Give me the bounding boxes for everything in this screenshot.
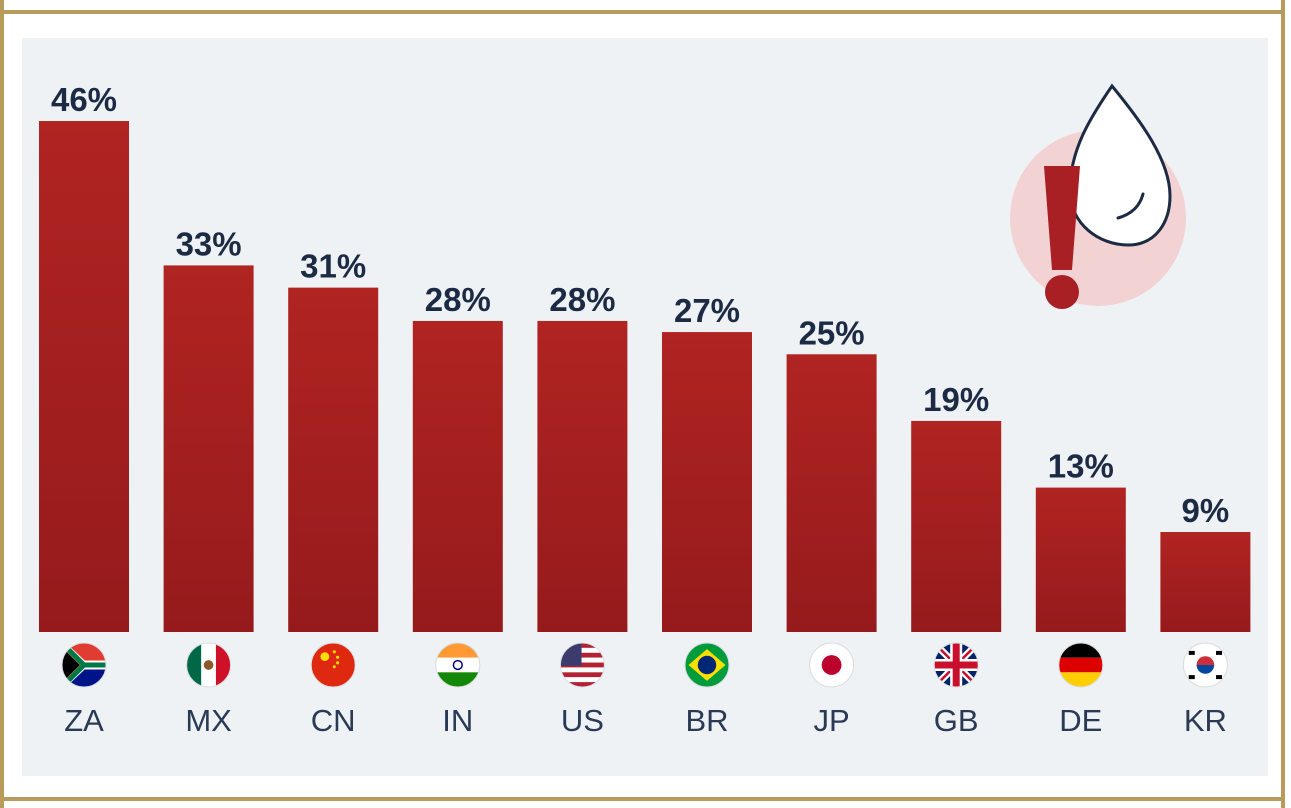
- value-label-za: 46%: [51, 81, 117, 118]
- category-label-gb: GB: [934, 703, 979, 738]
- bar-jp: [786, 354, 877, 632]
- cn-flag-icon: [310, 642, 356, 688]
- bar-gb: [911, 420, 1002, 632]
- za-flag-icon: [61, 642, 107, 688]
- value-label-br: 27%: [674, 292, 740, 329]
- bar-za: [39, 121, 129, 632]
- value-label-in: 28%: [425, 281, 491, 318]
- category-label-jp: JP: [814, 703, 850, 738]
- kr-flag-icon: [1182, 642, 1228, 688]
- frame-border-right: [1281, 0, 1285, 808]
- water-drop-warning-icon: [1010, 83, 1186, 309]
- category-label-mx: MX: [185, 703, 232, 738]
- br-flag-icon: [684, 642, 730, 688]
- bar-de: [1035, 487, 1126, 632]
- frame-border-left: [0, 0, 4, 808]
- value-label-us: 28%: [549, 281, 615, 318]
- gb-flag-icon: [933, 642, 979, 688]
- bar-us: [537, 320, 628, 632]
- category-label-de: DE: [1059, 703, 1102, 738]
- value-label-cn: 31%: [300, 248, 366, 285]
- category-label-in: IN: [442, 703, 473, 738]
- category-label-us: US: [561, 703, 604, 738]
- value-label-gb: 19%: [923, 381, 989, 418]
- de-flag-icon: [1058, 642, 1104, 688]
- frame-border-bottom: [0, 797, 1285, 801]
- category-label-cn: CN: [311, 703, 356, 738]
- bar-br: [662, 332, 752, 632]
- bar-in: [412, 320, 503, 632]
- frame-border-top: [0, 10, 1285, 14]
- value-label-kr: 9%: [1182, 492, 1230, 529]
- mx-flag-icon: [186, 642, 232, 688]
- value-label-jp: 25%: [799, 314, 865, 351]
- bar-cn: [288, 287, 379, 632]
- category-label-kr: KR: [1184, 703, 1227, 738]
- in-flag-icon: [435, 642, 481, 688]
- bar-mx: [163, 265, 254, 632]
- category-label-za: ZA: [64, 703, 104, 738]
- us-flag-icon: [559, 642, 605, 688]
- value-label-mx: 33%: [176, 225, 242, 262]
- category-label-br: BR: [685, 703, 728, 738]
- value-label-de: 13%: [1048, 448, 1114, 485]
- jp-flag-icon: [809, 642, 855, 688]
- bar-kr: [1160, 532, 1251, 632]
